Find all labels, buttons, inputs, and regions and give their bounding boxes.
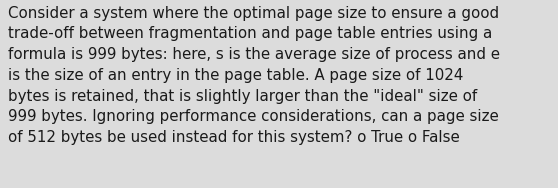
Text: Consider a system where the optimal page size to ensure a good
trade-off between: Consider a system where the optimal page…	[8, 6, 501, 145]
